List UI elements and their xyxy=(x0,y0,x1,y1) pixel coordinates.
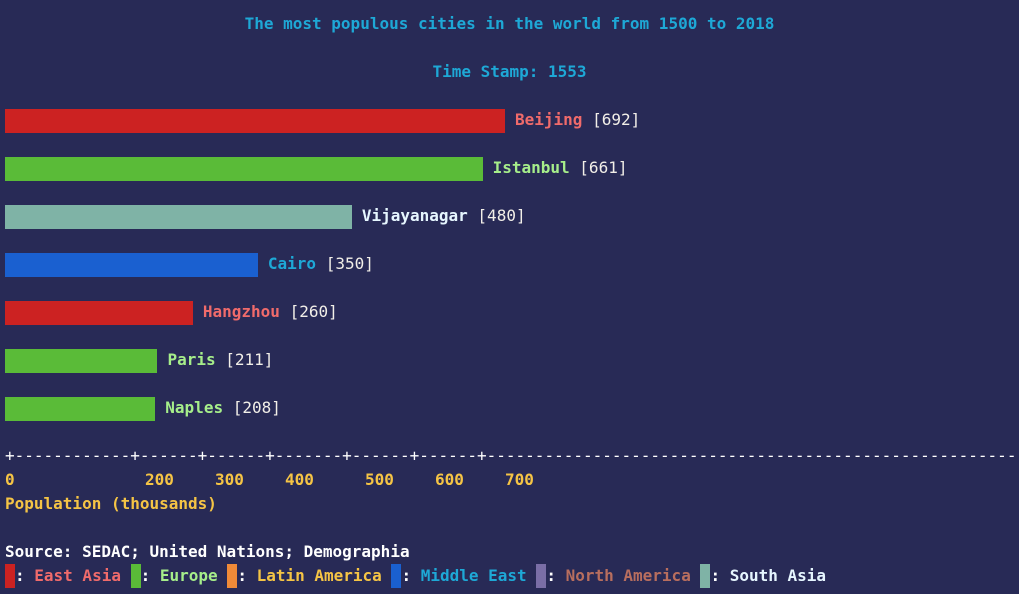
legend-label: Middle East xyxy=(420,566,527,585)
legend: : East Asia : Europe : Latin America : M… xyxy=(5,564,826,588)
city-name: Istanbul xyxy=(492,158,570,177)
city-value: [208] xyxy=(232,398,281,417)
legend-swatch xyxy=(5,564,15,588)
bar-beijing xyxy=(5,109,505,133)
city-value: [661] xyxy=(579,158,628,177)
bar-paris xyxy=(5,349,158,373)
city-name: Cairo xyxy=(267,254,317,273)
city-value: [480] xyxy=(477,206,526,225)
city-name: Beijing xyxy=(515,110,583,129)
x-tick-label: 500 xyxy=(365,470,394,489)
bar-label-istanbul: Istanbul [661] xyxy=(493,156,628,180)
x-tick-label: 400 xyxy=(285,470,314,489)
legend-label: East Asia xyxy=(34,566,121,585)
bar-label-cairo: Cairo [350] xyxy=(268,252,374,276)
bar-label-paris: Paris [211] xyxy=(167,348,273,372)
bar-istanbul xyxy=(5,157,483,181)
legend-item: : North America xyxy=(536,564,691,588)
bar-cairo xyxy=(5,253,258,277)
legend-label: South Asia xyxy=(729,566,827,585)
bar-label-hangzhou: Hangzhou [260] xyxy=(203,300,338,324)
bar-label-beijing: Beijing [692] xyxy=(515,108,640,132)
city-value: [211] xyxy=(225,350,274,369)
legend-swatch xyxy=(130,564,141,588)
x-tick-label: 600 xyxy=(435,470,464,489)
bar-label-vijayanagar: Vijayanagar [480] xyxy=(362,204,526,228)
x-axis-line: +------------+------+------+-------+----… xyxy=(5,446,1019,465)
legend-swatch xyxy=(700,564,711,588)
legend-label: North America xyxy=(565,566,691,585)
city-value: [350] xyxy=(325,254,374,273)
legend-swatch xyxy=(536,564,547,588)
bar-vijayanagar xyxy=(5,205,352,229)
bar-naples xyxy=(5,397,156,421)
legend-item: : Latin America xyxy=(227,564,382,588)
city-value: [692] xyxy=(592,110,641,129)
city-name: Paris xyxy=(167,350,216,369)
city-value: [260] xyxy=(289,302,338,321)
x-tick-label: 700 xyxy=(505,470,534,489)
source-note: Source: SEDAC; United Nations; Demograph… xyxy=(5,542,410,561)
x-axis-label: Population (thousands) xyxy=(5,494,217,513)
city-name: Vijayanagar xyxy=(361,206,468,225)
legend-item: : Europe xyxy=(130,564,218,588)
time-stamp: Time Stamp: 1553 xyxy=(432,62,587,81)
x-tick-label: 0 xyxy=(5,470,15,489)
legend-swatch xyxy=(391,564,402,588)
chart-title: The most populous cities in the world fr… xyxy=(244,14,775,33)
legend-item: : Middle East xyxy=(391,564,527,588)
x-tick-label: 300 xyxy=(215,470,244,489)
bar-hangzhou xyxy=(5,301,193,325)
legend-label: Latin America xyxy=(256,566,382,585)
x-tick-label: 200 xyxy=(145,470,174,489)
legend-swatch xyxy=(227,564,238,588)
city-name: Hangzhou xyxy=(202,302,280,321)
legend-item: : South Asia xyxy=(700,564,827,588)
city-name: Naples xyxy=(165,398,224,417)
legend-label: Europe xyxy=(159,566,218,585)
legend-item: : East Asia xyxy=(5,564,121,588)
bar-label-naples: Naples [208] xyxy=(165,396,281,420)
